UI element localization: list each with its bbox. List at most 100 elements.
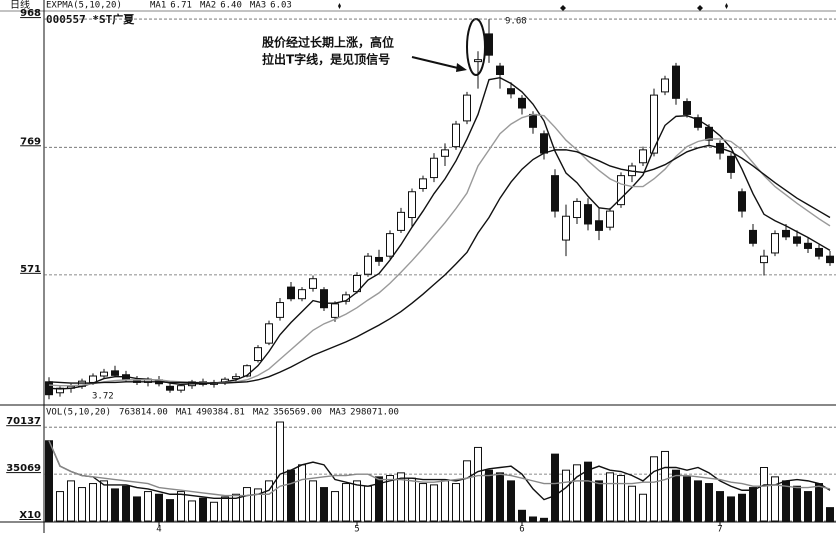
candle-body	[606, 210, 614, 228]
volume-bar	[342, 483, 350, 522]
legend-value: 6.03	[270, 1, 292, 11]
volume-bar	[408, 477, 416, 522]
volume-bar	[232, 493, 240, 522]
candle-body	[166, 385, 174, 391]
high-label: 9.68	[505, 17, 527, 27]
candle-body	[815, 247, 823, 257]
volume-bar	[78, 487, 86, 522]
volume-bar	[89, 483, 97, 522]
low-label: 3.72	[92, 392, 114, 402]
volume-bar	[298, 464, 306, 522]
volume-bar	[111, 488, 119, 522]
volume-bar	[309, 480, 317, 522]
legend-value: 298071.00	[350, 408, 399, 418]
legend-name: MA1	[176, 408, 192, 418]
candle-body	[386, 233, 394, 257]
volume-bar	[496, 472, 504, 522]
candle-body	[111, 370, 119, 376]
volume-bar	[122, 485, 130, 522]
candle-body	[518, 97, 526, 109]
volume-bar	[441, 480, 449, 522]
volume-bar	[397, 472, 405, 522]
volume-bar	[199, 497, 207, 522]
candle-body	[650, 94, 658, 154]
x-tick-label: 6	[519, 525, 524, 533]
legend-name: MA2	[200, 1, 216, 11]
x-tick-label: 5	[354, 525, 359, 533]
volume-bar	[683, 476, 691, 522]
volume-bar	[210, 501, 218, 522]
candle-body	[485, 33, 493, 56]
volume-bar	[573, 464, 581, 522]
candle-body	[727, 155, 735, 173]
candle-body	[804, 242, 812, 249]
candle-body	[331, 303, 339, 318]
candle-body	[496, 65, 504, 75]
volume-bar	[650, 456, 658, 522]
volume-bar	[562, 469, 570, 522]
volume-bar	[760, 467, 768, 522]
ma-line	[48, 76, 831, 390]
candle-body	[430, 157, 438, 179]
y-tick-label: X10	[19, 510, 41, 521]
y-tick-label: 968	[20, 8, 41, 19]
volume-bar	[661, 450, 669, 522]
volume-bar	[474, 446, 482, 522]
arrowhead	[456, 63, 467, 72]
volume-bar	[617, 475, 625, 522]
y-tick-label: 70137	[6, 416, 41, 427]
legend-name: MA2	[253, 408, 269, 418]
volume-bar	[133, 496, 141, 522]
candle-body	[474, 59, 482, 63]
candle-body	[562, 215, 570, 241]
volume-bar	[276, 421, 284, 522]
candle-body	[287, 286, 295, 300]
ma-line	[48, 113, 831, 387]
candle-body	[419, 178, 427, 190]
volume-bar	[595, 480, 603, 522]
volume-bar	[749, 487, 757, 522]
candle-body	[100, 371, 108, 377]
legend-name: MA3	[250, 1, 266, 11]
candle-body	[364, 255, 372, 275]
volume-bar	[386, 475, 394, 522]
legend-value: 356569.00	[273, 408, 322, 418]
volume-bar	[254, 488, 262, 522]
candle-body	[320, 289, 328, 309]
candle-body	[683, 101, 691, 115]
volume-bar	[452, 483, 460, 522]
candle-body	[760, 255, 768, 264]
candle-body	[452, 123, 460, 148]
volume-bar	[529, 516, 537, 522]
volume-bar	[584, 461, 592, 522]
candle-body	[595, 220, 603, 231]
volume-bar	[56, 491, 64, 522]
volume-bar	[716, 491, 724, 522]
candle-body	[397, 211, 405, 231]
volume-bar	[463, 460, 471, 522]
candle-body	[672, 65, 680, 99]
candle-body	[408, 191, 416, 219]
volume-bar	[100, 480, 108, 522]
ma-line	[48, 440, 831, 497]
candle-body	[573, 200, 581, 219]
candle-body	[551, 175, 559, 212]
volume-bar	[287, 469, 295, 522]
volume-bar	[540, 517, 548, 522]
candle-body	[309, 278, 317, 289]
volume-bar	[771, 476, 779, 522]
vol-title: VOL(5,10,20)	[46, 408, 111, 418]
annotation: 拉出T字线，是见顶信号	[262, 52, 390, 67]
candle-body	[738, 191, 746, 212]
y-tick-label: 769	[20, 136, 41, 147]
annotation: 股价经过长期上涨，高位	[262, 35, 394, 50]
period: 日线	[10, 0, 30, 11]
legend-name: MA3	[330, 408, 346, 418]
volume-bar	[364, 485, 372, 522]
volume-bar	[727, 496, 735, 522]
candle-body	[771, 233, 779, 254]
candle-body	[617, 175, 625, 206]
candle-body	[826, 255, 834, 264]
candle-body	[177, 385, 185, 391]
